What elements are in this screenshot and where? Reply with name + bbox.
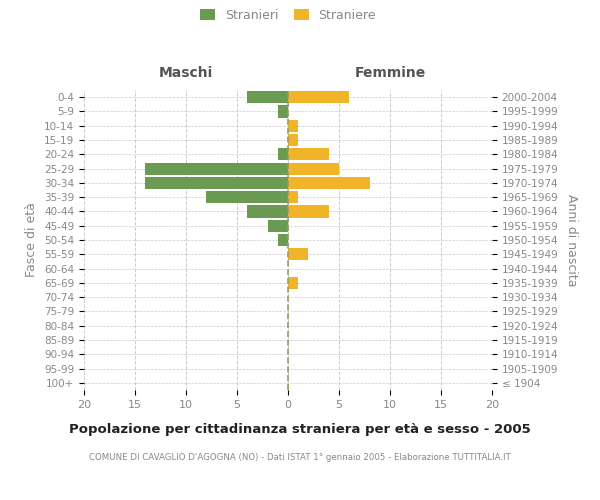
Bar: [268, 220, 288, 232]
Bar: [288, 177, 370, 189]
Y-axis label: Fasce di età: Fasce di età: [25, 202, 38, 278]
Bar: [206, 191, 288, 203]
Bar: [288, 206, 329, 218]
Text: Maschi: Maschi: [159, 66, 213, 80]
Bar: [288, 277, 298, 289]
Bar: [145, 177, 288, 189]
Text: Popolazione per cittadinanza straniera per età e sesso - 2005: Popolazione per cittadinanza straniera p…: [69, 422, 531, 436]
Bar: [288, 248, 308, 260]
Bar: [278, 148, 288, 160]
Bar: [288, 91, 349, 103]
Text: COMUNE DI CAVAGLIO D'AGOGNA (NO) - Dati ISTAT 1° gennaio 2005 - Elaborazione TUT: COMUNE DI CAVAGLIO D'AGOGNA (NO) - Dati …: [89, 452, 511, 462]
Y-axis label: Anni di nascita: Anni di nascita: [565, 194, 578, 286]
Text: Femmine: Femmine: [355, 66, 425, 80]
Bar: [288, 162, 339, 174]
Bar: [278, 234, 288, 246]
Legend: Stranieri, Straniere: Stranieri, Straniere: [197, 6, 379, 24]
Bar: [288, 120, 298, 132]
Bar: [288, 134, 298, 146]
Bar: [145, 162, 288, 174]
Bar: [288, 148, 329, 160]
Bar: [247, 91, 288, 103]
Bar: [288, 191, 298, 203]
Bar: [247, 206, 288, 218]
Bar: [278, 106, 288, 118]
